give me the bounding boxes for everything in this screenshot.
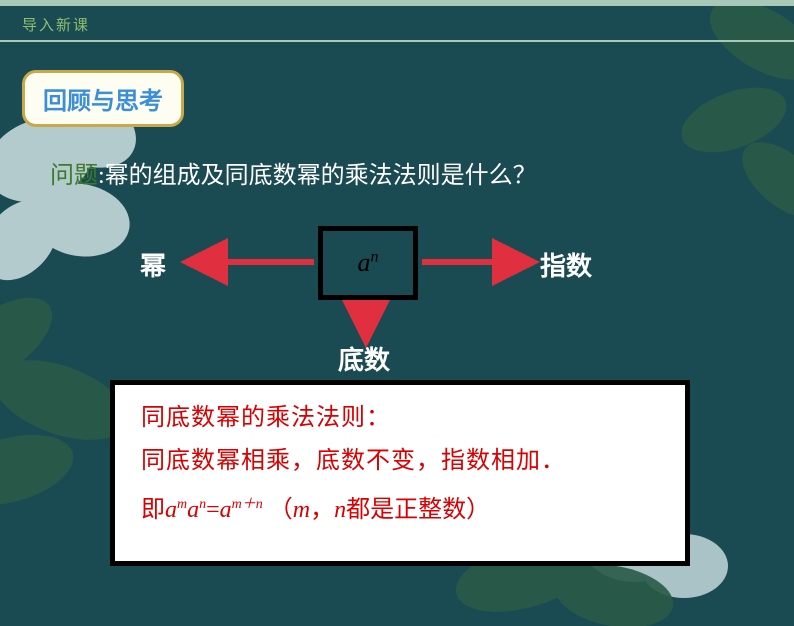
rule-formula: 即aman=am＋n （m，n都是正整数）	[141, 489, 659, 524]
rule-line-1: 同底数幂的乘法法则：	[141, 397, 659, 440]
question-label: 问题	[50, 163, 98, 189]
f-cond-m: m	[293, 497, 310, 523]
f-rexp: m＋n	[232, 497, 263, 512]
rule-line-2: 同底数幂相乘，底数不变，指数相加．	[141, 440, 659, 483]
diagram-label-exponent: 指数	[540, 246, 592, 283]
review-title-box: 回顾与思考	[22, 70, 184, 127]
diagram-label-base: 底数	[338, 340, 390, 377]
diagram-center-box: an	[318, 226, 418, 300]
power-diagram: 幂 an 指数 底数	[0, 220, 794, 370]
expr-base: a	[358, 248, 371, 277]
f-base2: a	[187, 497, 199, 523]
question-text: :幂的组成及同底数幂的乘法法则是什么？	[98, 163, 537, 189]
f-base1: a	[165, 497, 177, 523]
f-cond-open: （	[269, 497, 293, 523]
divider-line	[0, 40, 794, 42]
f-cond-n: n	[334, 497, 346, 523]
question-line: 问题:幂的组成及同底数幂的乘法法则是什么？	[50, 155, 537, 190]
expr-exponent: n	[371, 248, 379, 265]
f-rbase: a	[220, 497, 232, 523]
nav-label: 导入新课	[22, 14, 90, 35]
top-accent-bar	[0, 0, 794, 6]
f-exp1: m	[177, 497, 187, 512]
f-cond-sep: ，	[310, 497, 334, 523]
rule-box: 同底数幂的乘法法则： 同底数幂相乘，底数不变，指数相加． 即aman=am＋n …	[110, 380, 690, 566]
formula-prefix: 即	[141, 497, 165, 523]
f-cond-text: 都是正整数）	[346, 497, 490, 523]
f-exp2: n	[199, 497, 206, 512]
review-title-text: 回顾与思考	[43, 89, 163, 115]
diagram-expression: an	[358, 248, 379, 278]
